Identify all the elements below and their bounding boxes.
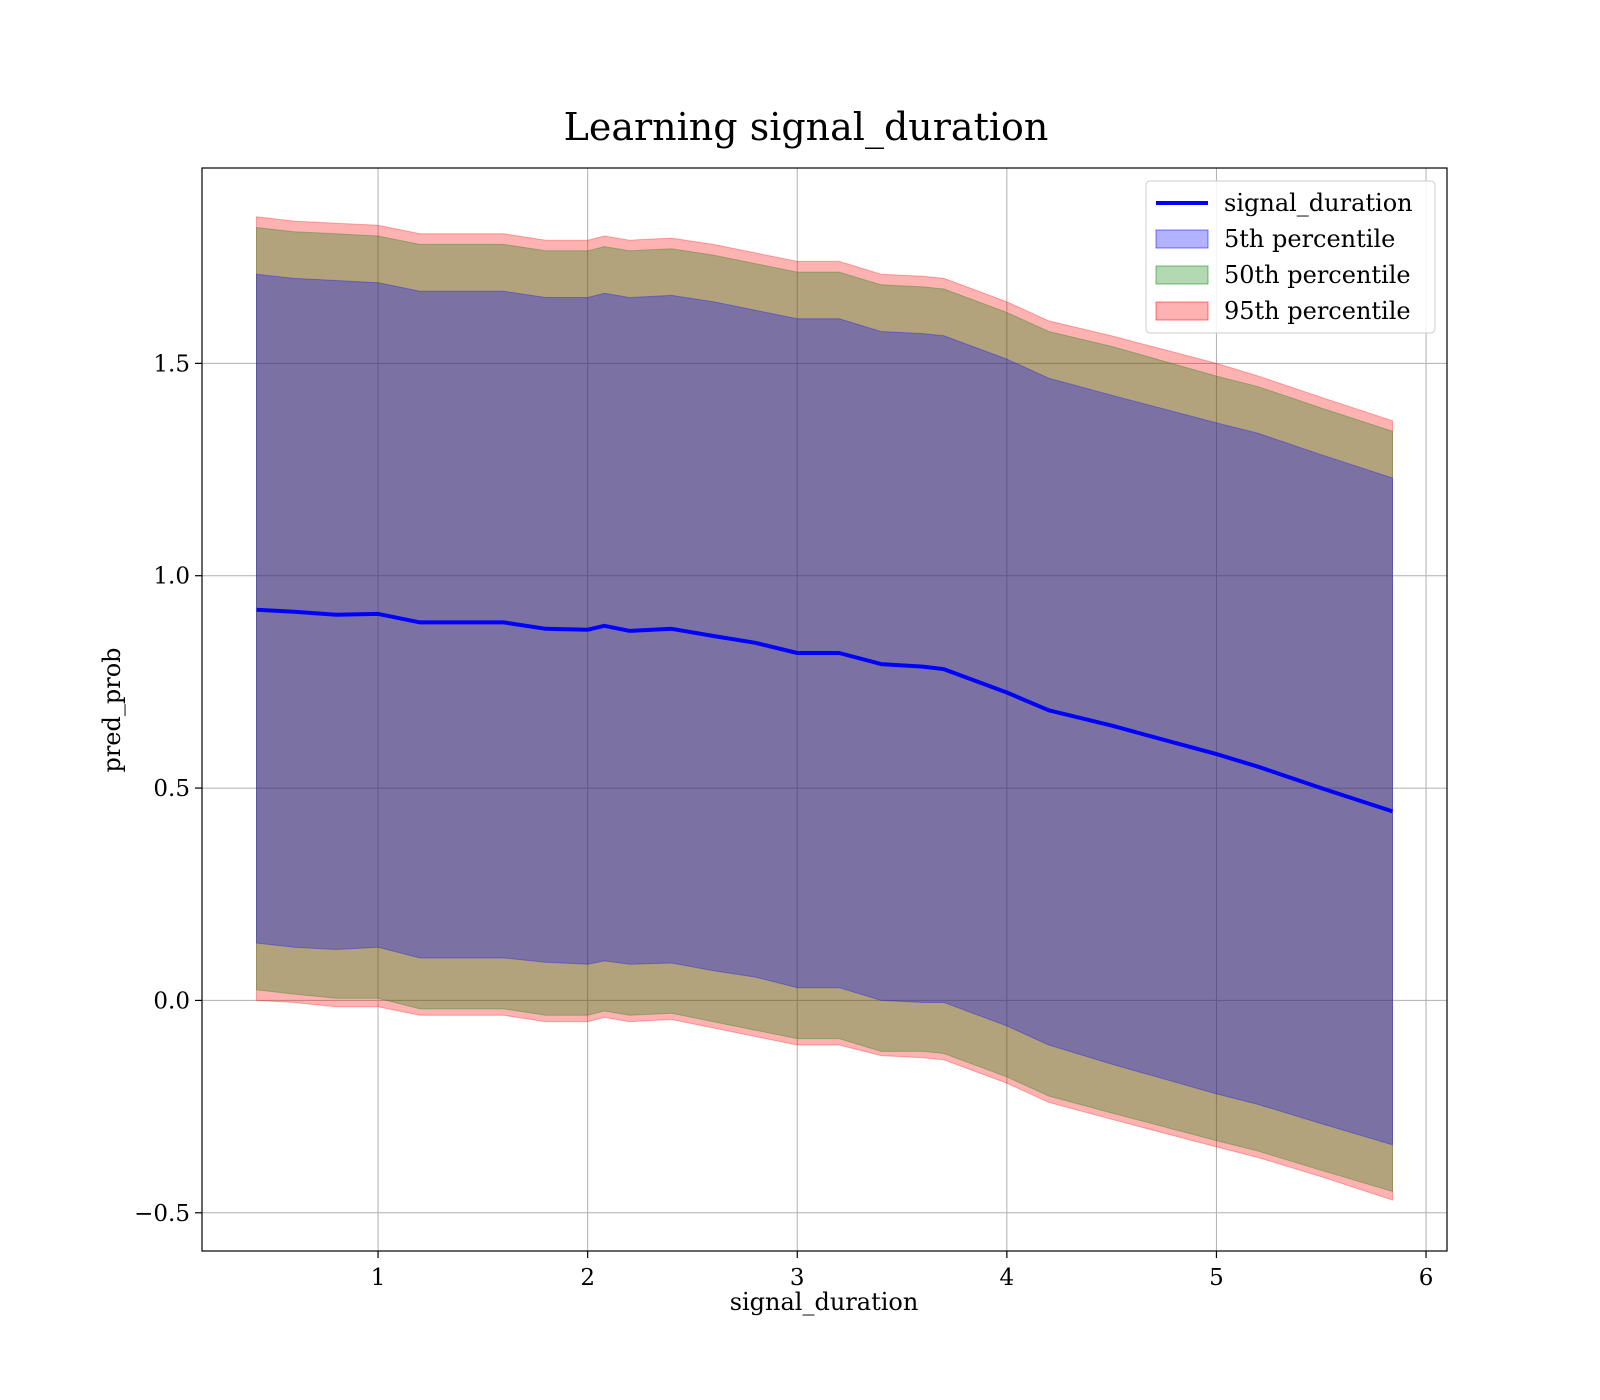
x-axis-label: signal_duration <box>730 1288 919 1316</box>
band-50th-percentile <box>256 226 1393 1193</box>
legend-label: 95th percentile <box>1224 297 1411 325</box>
x-tick-label: 3 <box>790 1265 805 1291</box>
legend-swatch <box>1155 301 1209 321</box>
legend: signal_duration 5th percentile 50th percen… <box>1145 180 1436 334</box>
plot-frame <box>201 167 1448 1252</box>
legend-box <box>1145 180 1436 334</box>
chart-title: Learning signal_duration <box>564 105 1049 150</box>
y-tick-label: 1.0 <box>153 564 190 590</box>
x-tick-label: 4 <box>1000 1265 1015 1291</box>
legend-swatch <box>1155 265 1209 285</box>
bands <box>256 216 1393 1201</box>
y-axis-ticks: −0.5 0.0 0.5 1.0 1.5 <box>134 351 202 1227</box>
band-95th-percentile <box>256 216 1393 1201</box>
x-tick-label: 1 <box>371 1265 386 1291</box>
legend-label: signal_duration <box>1224 189 1413 217</box>
grid <box>202 168 1447 1251</box>
series-line-signal-duration <box>256 607 1394 814</box>
y-tick-label: 0.0 <box>153 988 190 1014</box>
x-axis-ticks: 1 2 3 4 5 6 <box>371 1251 1434 1291</box>
legend-swatch <box>1155 229 1209 249</box>
legend-label: 50th percentile <box>1224 261 1411 289</box>
lines <box>256 607 1394 814</box>
y-tick-label: −0.5 <box>134 1201 190 1227</box>
legend-label: 5th percentile <box>1224 225 1395 253</box>
y-tick-label: 1.5 <box>153 351 190 377</box>
x-tick-label: 2 <box>580 1265 595 1291</box>
band-5th-percentile <box>256 273 1393 1146</box>
y-tick-label: 0.5 <box>153 776 190 802</box>
x-tick-label: 5 <box>1209 1265 1224 1291</box>
x-tick-label: 6 <box>1419 1265 1434 1291</box>
y-axis-label: pred_prob <box>98 647 126 772</box>
